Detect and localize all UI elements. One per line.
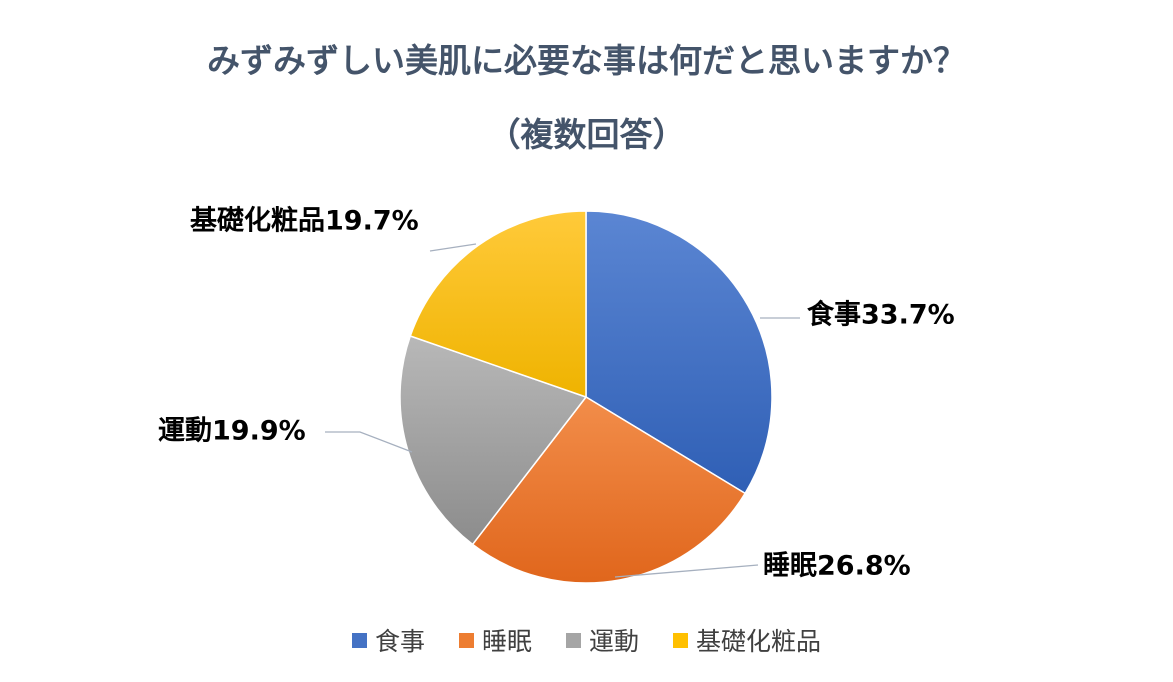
legend-item-4: 基礎化粧品 xyxy=(673,622,821,658)
legend-label: 運動 xyxy=(589,627,640,656)
data-label-3: 運動19.9% xyxy=(158,416,306,447)
legend-label: 基礎化粧品 xyxy=(696,627,822,656)
legend: 食事 睡眠 運動 基礎化粧品 xyxy=(0,622,1173,658)
data-label-4: 基礎化粧品19.7% xyxy=(190,206,419,237)
leader-line-4 xyxy=(429,243,477,252)
chart-title: みずみずしい美肌に必要な事は何だと思いますか？ xyxy=(207,41,966,80)
legend-swatch xyxy=(458,632,474,648)
leader-line-2 xyxy=(614,564,759,578)
legend-label: 睡眠 xyxy=(481,627,532,656)
legend-item-2: 睡眠 xyxy=(458,622,532,658)
legend-swatch xyxy=(673,632,689,648)
data-label-2: 睡眠26.8% xyxy=(763,551,911,582)
legend-label: 食事 xyxy=(374,627,425,656)
data-label-1: 食事33.7% xyxy=(807,299,955,331)
legend-swatch xyxy=(351,632,367,648)
pie-slice-4 xyxy=(409,210,587,399)
legend-item-1: 食事 xyxy=(351,622,425,658)
pie-slice-2 xyxy=(471,396,747,584)
legend-item-3: 運動 xyxy=(566,622,639,658)
chart-subtitle: （複数回答） xyxy=(487,115,686,154)
legend-swatch xyxy=(566,632,581,648)
pie-slice-1 xyxy=(585,210,773,495)
leader-line-3 xyxy=(325,431,413,453)
